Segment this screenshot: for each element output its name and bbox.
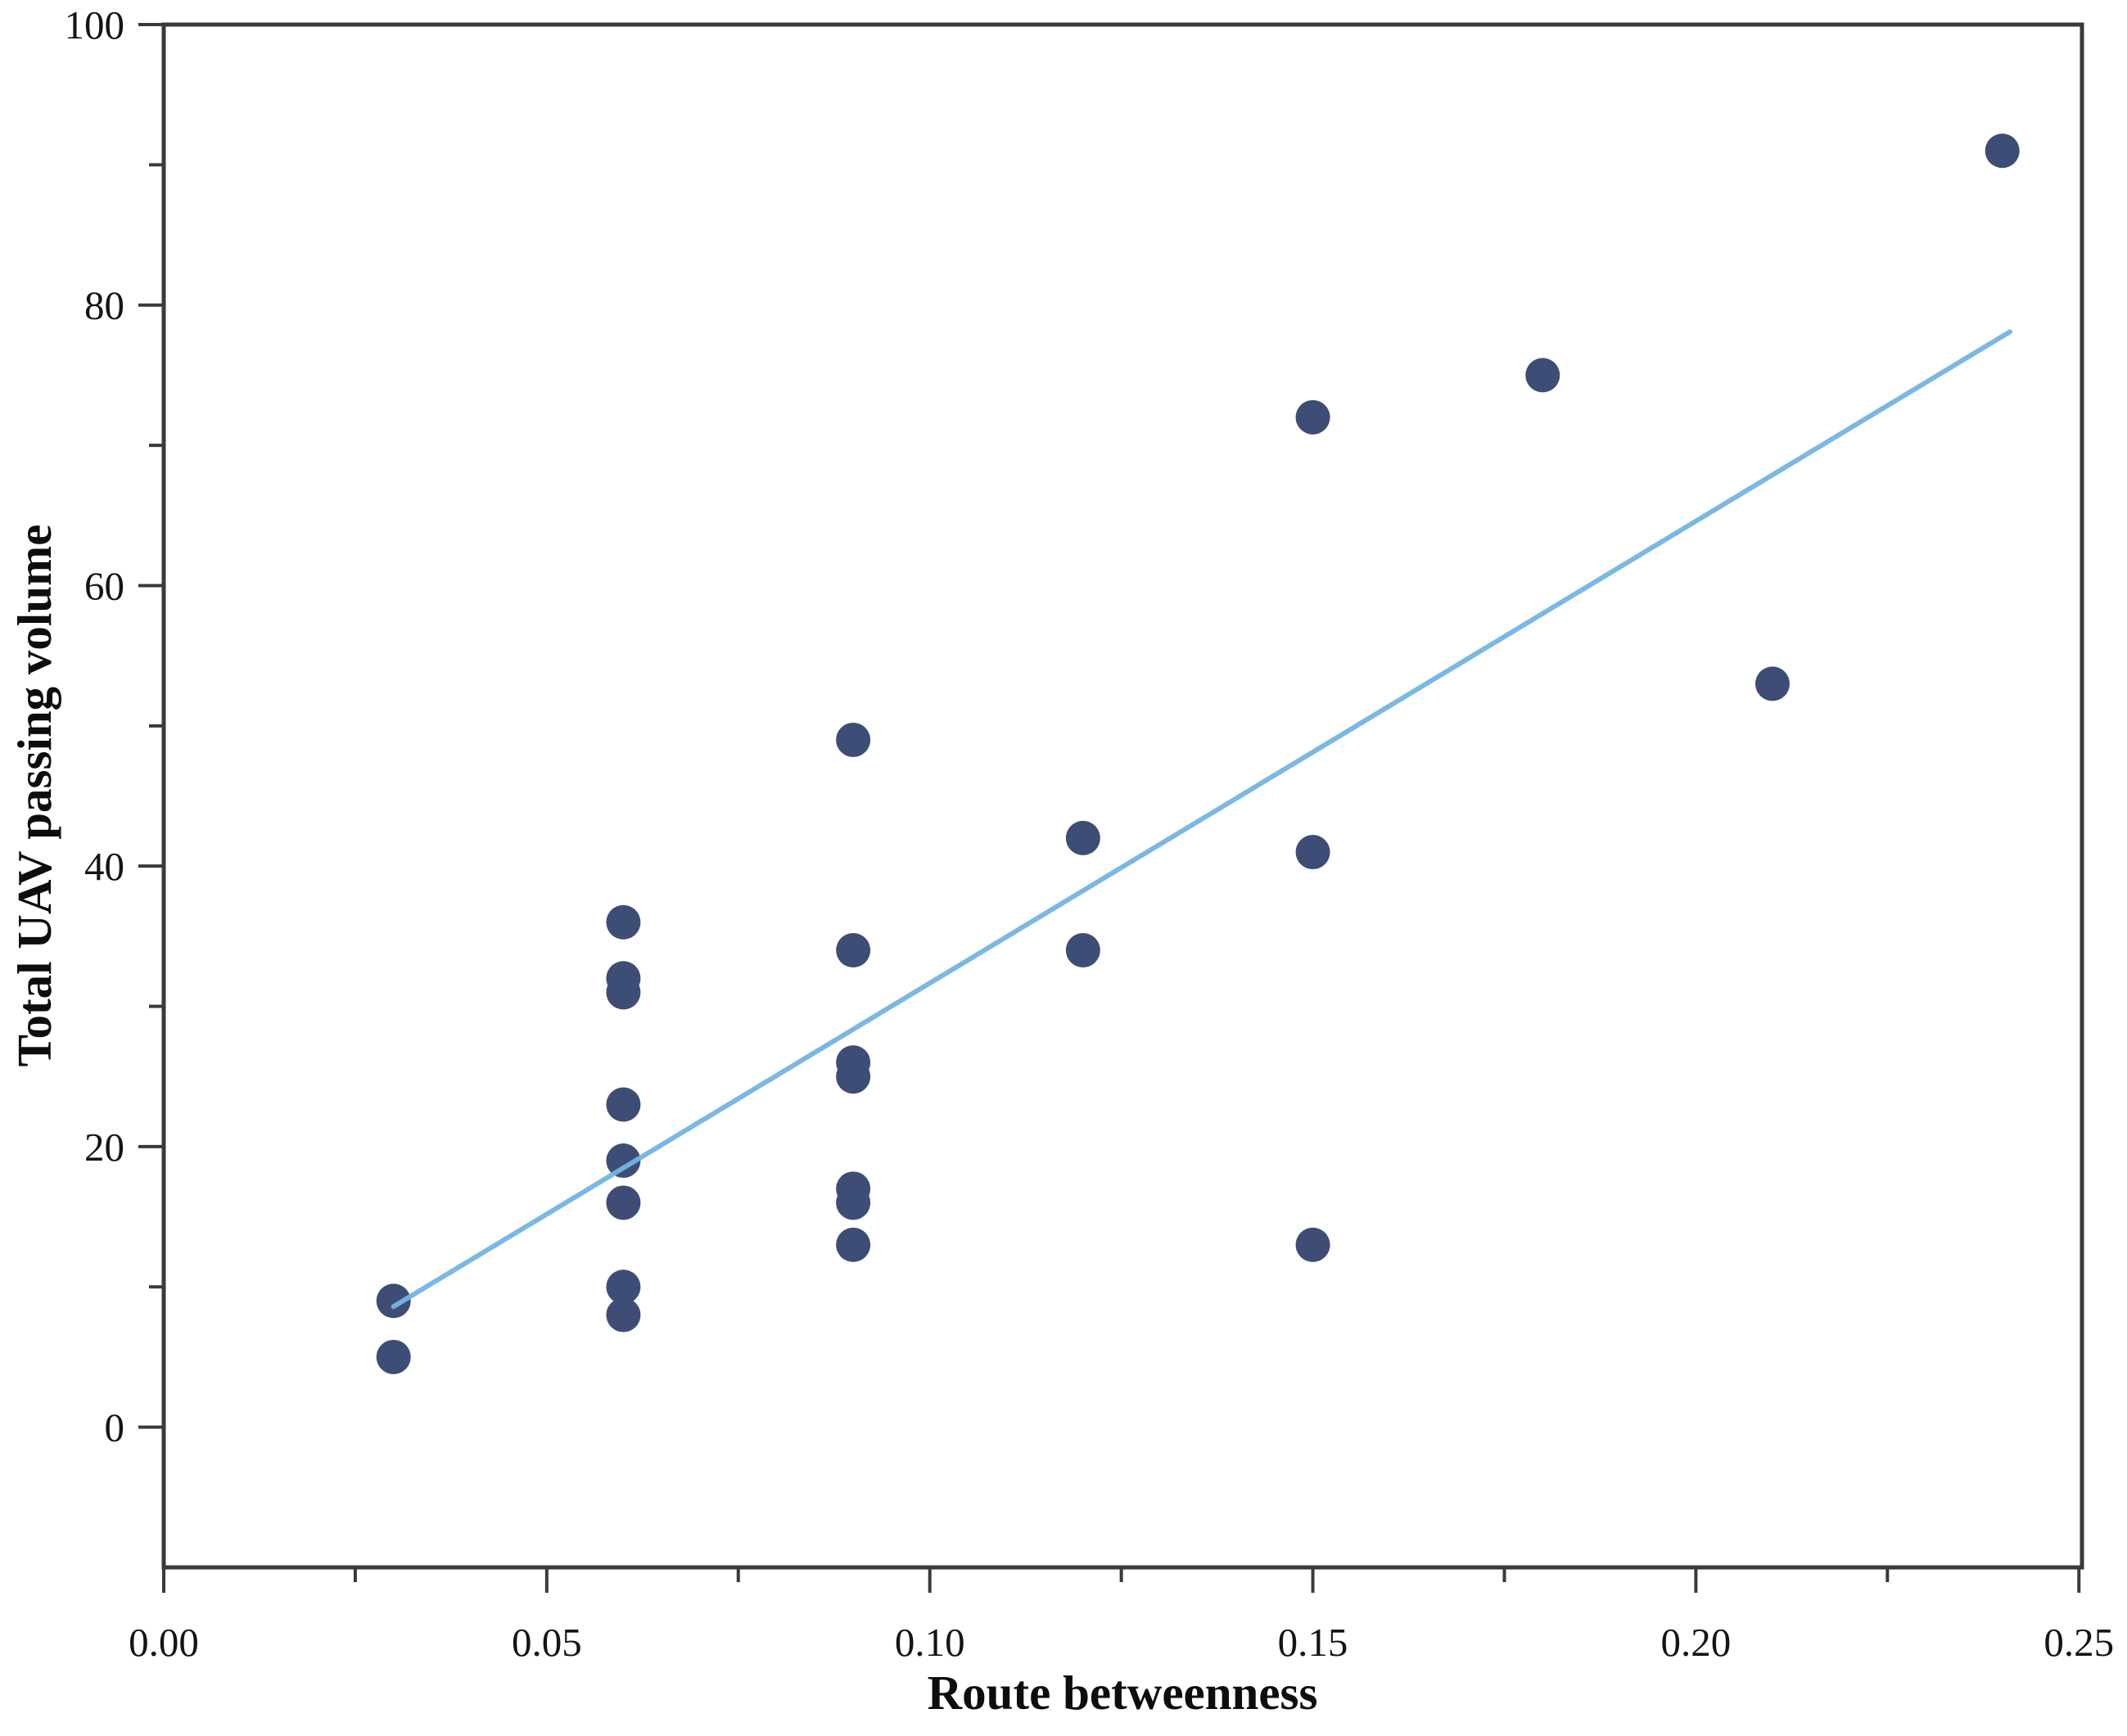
trend-line [391, 329, 2013, 1310]
plot-border [161, 22, 2084, 1570]
data-point [1295, 399, 1330, 435]
data-point [376, 1339, 411, 1374]
x-tick-label: 0.05 [512, 1620, 582, 1665]
data-point [836, 722, 871, 757]
x-tick-label: 0.25 [2043, 1620, 2114, 1665]
data-point [836, 1227, 871, 1262]
data-point [1065, 933, 1100, 967]
y-tick-label: 100 [65, 2, 125, 47]
x-tick-label: 0.00 [129, 1620, 199, 1665]
data-point [606, 1297, 641, 1332]
y-tick-label: 40 [84, 844, 124, 889]
x-tick-label: 0.20 [1661, 1620, 1732, 1665]
data-point [606, 1185, 641, 1220]
data-point [1295, 1227, 1330, 1262]
data-point [836, 1185, 871, 1220]
data-point [606, 1269, 641, 1305]
data-point [1065, 820, 1100, 855]
y-tick-label: 80 [84, 283, 124, 328]
data-point [606, 975, 641, 1010]
x-tick-label: 0.15 [1278, 1620, 1348, 1665]
y-tick-label: 60 [84, 563, 124, 608]
data-point [606, 1143, 641, 1179]
y-axis-title: Total UAV passing volume [7, 525, 61, 1067]
ticks-layer [138, 23, 2081, 1593]
data-point [606, 904, 641, 940]
data-point [1295, 835, 1330, 870]
data-point [376, 1283, 411, 1319]
y-tick-label: 0 [105, 1405, 125, 1450]
x-axis-title: Route betweenness [928, 1666, 1318, 1720]
x-tick-label: 0.10 [895, 1620, 965, 1665]
tick-labels-layer: 0.00 0.05 0.10 0.15 0.20 0.25 0 20 40 60 80 100 [65, 2, 2115, 1665]
trend-line-layer [391, 329, 2013, 1310]
data-point [1985, 133, 2020, 169]
data-point [1754, 666, 1790, 701]
y-tick-label: 20 [84, 1125, 124, 1170]
data-point [836, 1059, 871, 1094]
data-point [606, 1087, 641, 1122]
data-point [1525, 358, 1560, 393]
data-point [836, 933, 871, 967]
points-layer [376, 133, 2020, 1374]
